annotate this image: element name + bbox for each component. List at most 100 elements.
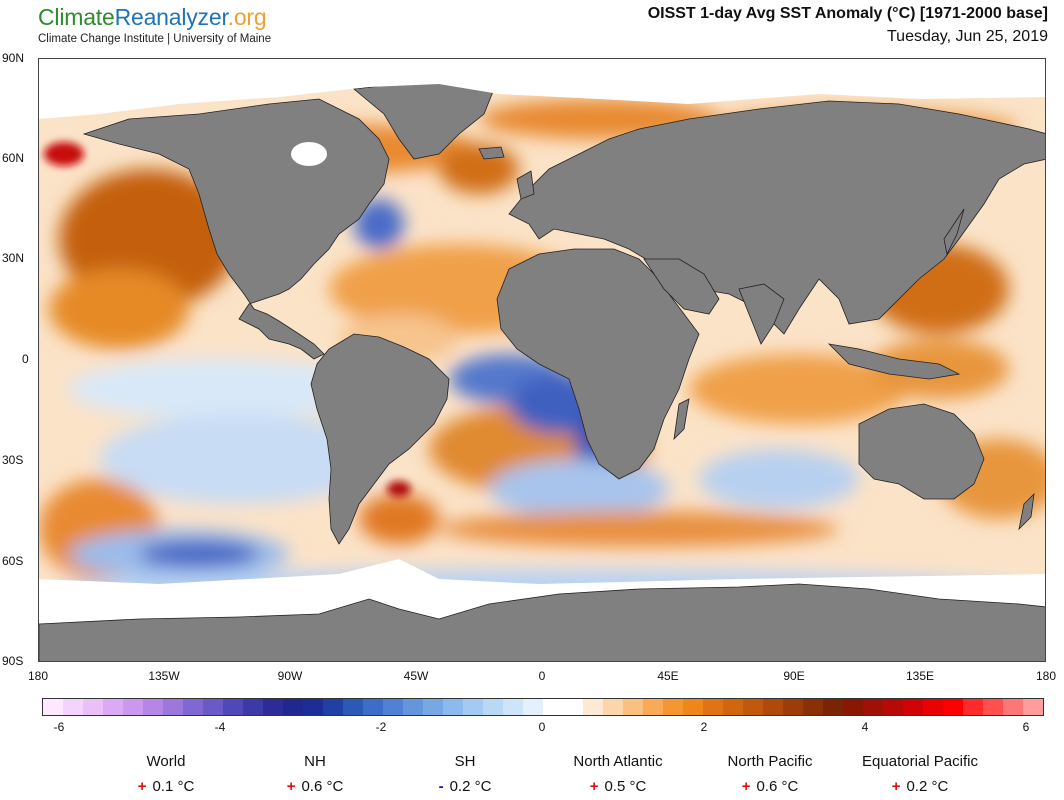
- colorbar-cell: [683, 699, 703, 715]
- colorbar-tick-minus2: -2: [375, 720, 387, 734]
- stat-sign: +: [589, 778, 599, 795]
- brand-name: ClimateReanalyzer.org: [38, 4, 271, 30]
- stat-sign: +: [137, 778, 147, 795]
- stat-north-atlantic: North Atlantic +0.5 °C: [538, 752, 698, 798]
- colorbar-cell: [763, 699, 783, 715]
- colorbar-tick-minus4: -4: [214, 720, 226, 734]
- colorbar-cell: [903, 699, 923, 715]
- colorbar-cell: [643, 699, 663, 715]
- stat-name: Equatorial Pacific: [862, 753, 978, 770]
- colorbar-cell: [343, 699, 363, 715]
- land-australia: [858, 403, 985, 500]
- stat-sh: SH -0.2 °C: [385, 752, 545, 798]
- colorbar-cell: [743, 699, 763, 715]
- lon-label-0: 0: [538, 669, 546, 683]
- colorbar-cell: [243, 699, 263, 715]
- land-new-zealand: [1018, 492, 1035, 531]
- lon-label-180w: 180: [27, 669, 49, 683]
- lat-label-60s: 60S: [2, 554, 24, 568]
- colorbar-cell: [883, 699, 903, 715]
- colorbar-cell: [443, 699, 463, 715]
- brand-logo[interactable]: ClimateReanalyzer.org Climate Change Ins…: [38, 4, 271, 45]
- colorbar-cell: [383, 699, 403, 715]
- lat-label-60n: 60N: [2, 151, 25, 165]
- colorbar-cell: [143, 699, 163, 715]
- stat-value: +0.6 °C: [235, 776, 395, 798]
- colorbar-cell: [1023, 699, 1043, 715]
- stat-north-pacific: North Pacific +0.6 °C: [690, 752, 850, 798]
- brand-name-part-reanalyzer: Reanalyzer: [114, 4, 228, 30]
- lat-label-90n: 90N: [2, 51, 25, 65]
- colorbar-cell: [983, 699, 1003, 715]
- lat-label-90s: 90S: [2, 654, 24, 668]
- map-title: OISST 1-day Avg SST Anomaly (°C) [1971-2…: [647, 5, 1048, 22]
- colorbar-cell: [783, 699, 803, 715]
- colorbar-cell: [723, 699, 743, 715]
- colorbar-cell: [463, 699, 483, 715]
- colorbar-cell: [323, 699, 343, 715]
- sea-ice-arctic: [39, 59, 1045, 119]
- colorbar-cell: [303, 699, 323, 715]
- stat-name: SH: [454, 753, 476, 770]
- colorbar-cell: [803, 699, 823, 715]
- lon-label-90w: 90W: [277, 669, 303, 683]
- land-south-america: [310, 333, 450, 545]
- lon-label-135e: 135E: [905, 669, 935, 683]
- colorbar-cell: [663, 699, 683, 715]
- colorbar-cell: [963, 699, 983, 715]
- stat-name: North Atlantic: [573, 753, 663, 770]
- map-svg: [39, 59, 1045, 661]
- colorbar-cell: [863, 699, 883, 715]
- stat-number: 0.2 °C: [906, 778, 949, 795]
- stat-nh: NH +0.6 °C: [235, 752, 395, 798]
- colorbar-cell: [923, 699, 943, 715]
- colorbar-cell: [103, 699, 123, 715]
- colorbar-cell: [583, 699, 603, 715]
- lon-label-45e: 45E: [657, 669, 679, 683]
- colorbar-cell: [83, 699, 103, 715]
- colorbar-cell: [423, 699, 443, 715]
- stat-sign: +: [741, 778, 751, 795]
- brand-name-part-org: .org: [227, 4, 267, 30]
- map-header: OISST 1-day Avg SST Anomaly (°C) [1971-2…: [648, 4, 1048, 48]
- colorbar-cell: [543, 699, 563, 715]
- colorbar-cell: [183, 699, 203, 715]
- colorbar-cell: [163, 699, 183, 715]
- stat-number: 0.5 °C: [604, 778, 647, 795]
- stat-name: North Pacific: [727, 753, 813, 770]
- colorbar-tick-2: 2: [700, 720, 708, 734]
- colorbar-cell: [223, 699, 243, 715]
- brand-subtitle: Climate Change Institute | University of…: [38, 33, 272, 45]
- colorbar-cell: [503, 699, 523, 715]
- colorbar-cell: [1003, 699, 1023, 715]
- land-iceland: [478, 146, 505, 160]
- stat-value: -0.2 °C: [385, 776, 545, 798]
- land-indonesia: [827, 343, 961, 380]
- stat-sign: +: [286, 778, 296, 795]
- stat-number: 0.6 °C: [756, 778, 799, 795]
- stat-sign: -: [438, 778, 444, 795]
- colorbar-cell: [283, 699, 303, 715]
- colorbar-cell: [563, 699, 583, 715]
- colorbar-cell: [63, 699, 83, 715]
- stat-equatorial-pacific: Equatorial Pacific +0.2 °C: [840, 752, 1000, 798]
- colorbar-cell: [363, 699, 383, 715]
- land-arabia: [643, 258, 720, 315]
- stat-value: +0.2 °C: [840, 776, 1000, 798]
- colorbar-legend: [42, 698, 1044, 716]
- colorbar-tick-0: 0: [538, 720, 546, 734]
- colorbar-tick-minus6: -6: [53, 720, 65, 734]
- land-antarctica: [39, 583, 1045, 661]
- land-eurasia: [508, 100, 1045, 335]
- sst-anomaly-map: [38, 58, 1046, 662]
- stat-number: 0.1 °C: [152, 778, 195, 795]
- colorbar-tick-6: 6: [1022, 720, 1030, 734]
- colorbar-cell: [703, 699, 723, 715]
- land-india: [738, 283, 785, 345]
- colorbar-cell: [483, 699, 503, 715]
- map-date: Tuesday, Jun 25, 2019: [887, 28, 1048, 45]
- lon-label-180e: 180: [1035, 669, 1057, 683]
- lon-label-45w: 45W: [403, 669, 429, 683]
- brand-name-part-climate: Climate: [38, 4, 115, 30]
- colorbar-cell: [523, 699, 543, 715]
